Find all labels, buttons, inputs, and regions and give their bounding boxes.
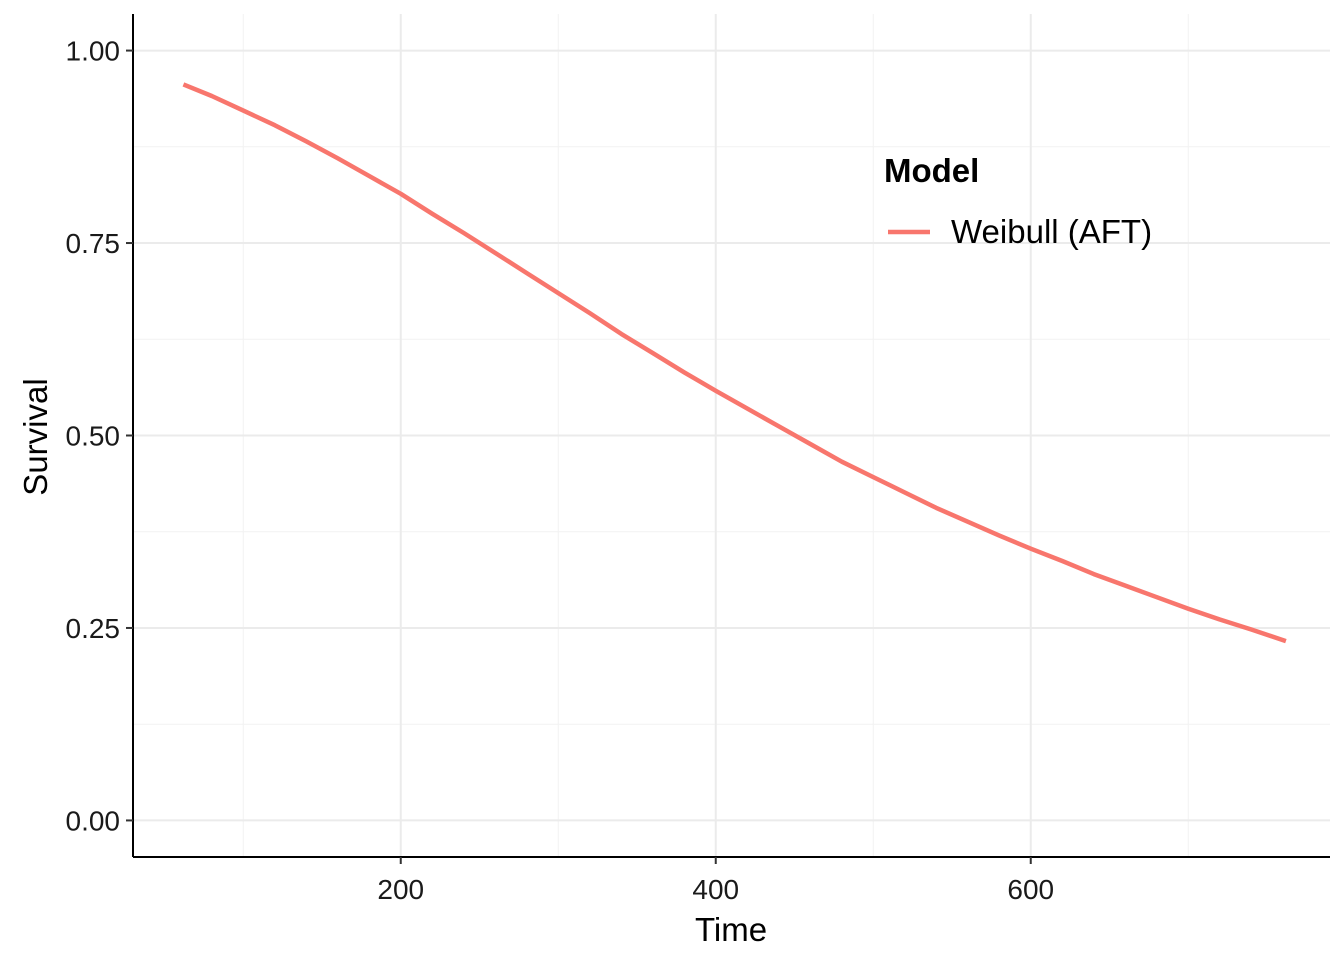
y-tick-label: 0.00 [66, 805, 121, 836]
minor-gridlines [133, 14, 1330, 857]
series-line-weibull-aft [182, 82, 1287, 644]
x-ticks: 200 400 600 [377, 857, 1054, 905]
y-tick-label: 1.00 [66, 36, 121, 67]
x-tick-label: 200 [377, 874, 424, 905]
major-gridlines [133, 14, 1330, 857]
y-axis-title: Survival [17, 378, 54, 495]
y-tick-label: 0.75 [66, 228, 121, 259]
legend: Model Weibull (AFT) [884, 152, 1152, 250]
x-tick-label: 400 [692, 874, 739, 905]
legend-label-weibull: Weibull (AFT) [951, 213, 1152, 250]
y-tick-label: 0.50 [66, 421, 121, 452]
legend-title: Model [884, 152, 979, 189]
x-tick-label: 600 [1007, 874, 1054, 905]
series-layer [182, 82, 1287, 644]
y-tick-label: 0.25 [66, 613, 121, 644]
x-axis-title: Time [695, 911, 767, 948]
y-ticks: 0.00 0.25 0.50 0.75 1.00 [66, 36, 133, 836]
